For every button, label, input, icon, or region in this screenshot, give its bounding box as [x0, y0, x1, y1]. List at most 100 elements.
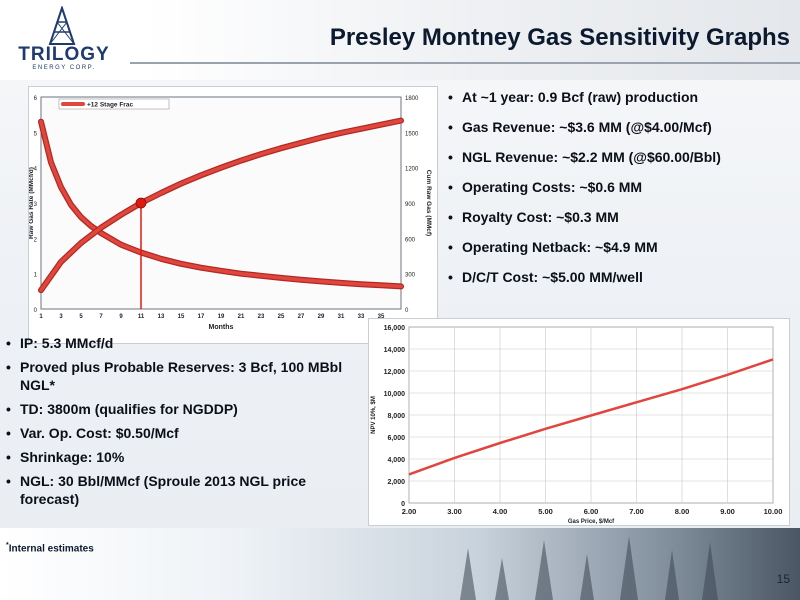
list-item: • Operating Costs: ~$0.6 MM — [448, 179, 643, 195]
x-tick-label: 19 — [218, 314, 225, 320]
y-tick-label: 16,000 — [384, 325, 406, 332]
header-bar: TRILOGY ENERGY CORP. Presley Montney Gas… — [0, 0, 800, 80]
x-tick-label: 9 — [119, 314, 123, 320]
header-divider — [130, 62, 800, 64]
y-tick-label: 8,000 — [387, 413, 405, 420]
y-tick-label: 2 — [34, 237, 38, 243]
tree-silhouette-icon — [460, 536, 718, 600]
one-year-marker — [135, 197, 147, 209]
bullet-icon: • — [448, 119, 453, 135]
list-item: • Royalty Cost: ~$0.3 MM — [448, 209, 619, 225]
x-tick-label: 10.00 — [764, 507, 783, 516]
bullet-icon: • — [6, 473, 11, 489]
npv-series-line — [408, 358, 774, 476]
bullet-icon: • — [6, 359, 11, 375]
list-item: • At ~1 year: 0.9 Bcf (raw) production — [448, 89, 699, 105]
list-item: • Operating Netback: ~$4.9 MM — [448, 239, 658, 255]
list-item: • Var. Op. Cost: $0.50/Mcf — [6, 425, 179, 441]
x-tick-label: 31 — [338, 314, 345, 320]
legend-entry: +12 Stage Frac — [87, 102, 133, 109]
y-tick-label: 4,000 — [387, 457, 405, 464]
y-tick-label: 6 — [34, 96, 38, 102]
x-tick-label: 17 — [198, 314, 205, 320]
logo-subtitle: ENERGY CORP. — [32, 65, 96, 71]
page-number: 15 — [776, 572, 790, 586]
list-item: • Gas Revenue: ~$3.6 MM (@$4.00/Mcf) — [448, 119, 712, 135]
x-tick-label: 9.00 — [720, 507, 735, 516]
x-tick-label: 23 — [258, 314, 265, 320]
y2-tick-label: 0 — [405, 308, 409, 314]
x-tick-label: 7 — [99, 314, 103, 320]
bullet-icon: • — [448, 269, 453, 285]
list-item: • Shrinkage: 10% — [6, 449, 125, 465]
y2-tick-label: 600 — [405, 237, 416, 243]
x-tick-label: 5 — [79, 314, 83, 320]
bullet-icon: • — [6, 449, 11, 465]
legend-box — [58, 98, 170, 110]
y-axis-label: NPV 10%, $M — [371, 396, 377, 434]
list-item: • TD: 3800m (qualifies for NGDDP) — [6, 401, 238, 417]
logo-wordmark: TRILOGY — [18, 44, 110, 65]
y2-axis-label: Cum Raw Gas (MMcf) — [425, 170, 432, 236]
y2-tick-label: 300 — [405, 273, 416, 279]
y-tick-label: 14,000 — [384, 347, 406, 354]
well-parameters-list: • IP: 5.3 MMcf/d • Proved plus Probable Re… — [6, 334, 361, 514]
y2-tick-label: 900 — [405, 202, 416, 208]
y-tick-label: 2,000 — [387, 479, 405, 486]
bullet-icon: • — [6, 401, 11, 417]
footer-band — [0, 528, 800, 600]
x-tick-label: 3.00 — [447, 507, 462, 516]
npv-chart: 0 2,000 4,000 6,000 8,000 10,000 12,000 14,000 1… — [371, 325, 783, 525]
list-item: • NGL: 30 Bbl/MMcf (Sproule 2013 NGL pric… — [6, 473, 307, 507]
y2-tick-label: 1200 — [405, 167, 419, 173]
rate-series-line — [39, 119, 403, 289]
list-item: • Proved plus Probable Reserves: 3 Bcf, 1… — [6, 359, 343, 393]
x-tick-label: 21 — [238, 314, 245, 320]
x-tick-label: 13 — [158, 314, 165, 320]
x-axis-label: Gas Price, $/Mcf — [568, 519, 615, 525]
y-tick-label: 1 — [34, 273, 38, 279]
x-tick-label: 8.00 — [675, 507, 690, 516]
x-tick-label: 4.00 — [493, 507, 508, 516]
x-tick-label: 5.00 — [538, 507, 553, 516]
y-tick-label: 5 — [34, 131, 38, 137]
x-tick-label: 7.00 — [629, 507, 644, 516]
gas-rate-chart-panel: 0 1 2 3 4 5 6 0 300 600 900 1200 1500 1800 1 3 5 7 9 11 13 15… — [28, 86, 438, 344]
x-tick-label: 35 — [378, 314, 385, 320]
economics-bullet-list: • At ~1 year: 0.9 Bcf (raw) production • G… — [448, 88, 793, 298]
x-tick-label: 33 — [358, 314, 365, 320]
y-tick-label: 4 — [34, 167, 38, 173]
x-tick-label: 29 — [318, 314, 325, 320]
x-tick-label: 11 — [138, 314, 145, 320]
footnote: *Internal estimates — [6, 542, 94, 555]
cum-series-line — [39, 118, 403, 292]
trilogy-logo: TRILOGY ENERGY CORP. — [6, 4, 118, 72]
x-tick-label: 27 — [298, 314, 305, 320]
x-axis-label: Months — [209, 324, 234, 331]
list-item: • D/C/T Cost: ~$5.00 MM/well — [448, 269, 643, 285]
derrick-icon — [48, 4, 76, 45]
y-tick-label: 0 — [34, 308, 38, 314]
x-tick-label: 1 — [39, 314, 43, 320]
bullet-icon: • — [448, 209, 453, 225]
y-axis-label: Raw Gas Rate (MMcf/d) — [29, 167, 35, 239]
x-tick-label: 6.00 — [584, 507, 599, 516]
bullet-icon: • — [448, 89, 453, 105]
y-tick-label: 0 — [401, 501, 405, 508]
x-tick-label: 25 — [278, 314, 285, 320]
y-tick-label: 6,000 — [387, 435, 405, 442]
bullet-icon: • — [6, 425, 11, 441]
npv-chart-panel: 0 2,000 4,000 6,000 8,000 10,000 12,000 14,000 1… — [368, 318, 790, 526]
x-tick-label: 15 — [178, 314, 185, 320]
bullet-icon: • — [448, 179, 453, 195]
x-tick-label: 3 — [59, 314, 63, 320]
y2-tick-label: 1800 — [405, 96, 419, 102]
y-tick-label: 10,000 — [384, 391, 406, 398]
x-tick-label: 2.00 — [402, 507, 417, 516]
y-tick-label: 3 — [34, 202, 38, 208]
y-tick-label: 12,000 — [384, 369, 406, 376]
list-item: • NGL Revenue: ~$2.2 MM (@$60.00/Bbl) — [448, 149, 721, 165]
bullet-icon: • — [448, 239, 453, 255]
page-title: Presley Montney Gas Sensitivity Graphs — [329, 24, 790, 51]
